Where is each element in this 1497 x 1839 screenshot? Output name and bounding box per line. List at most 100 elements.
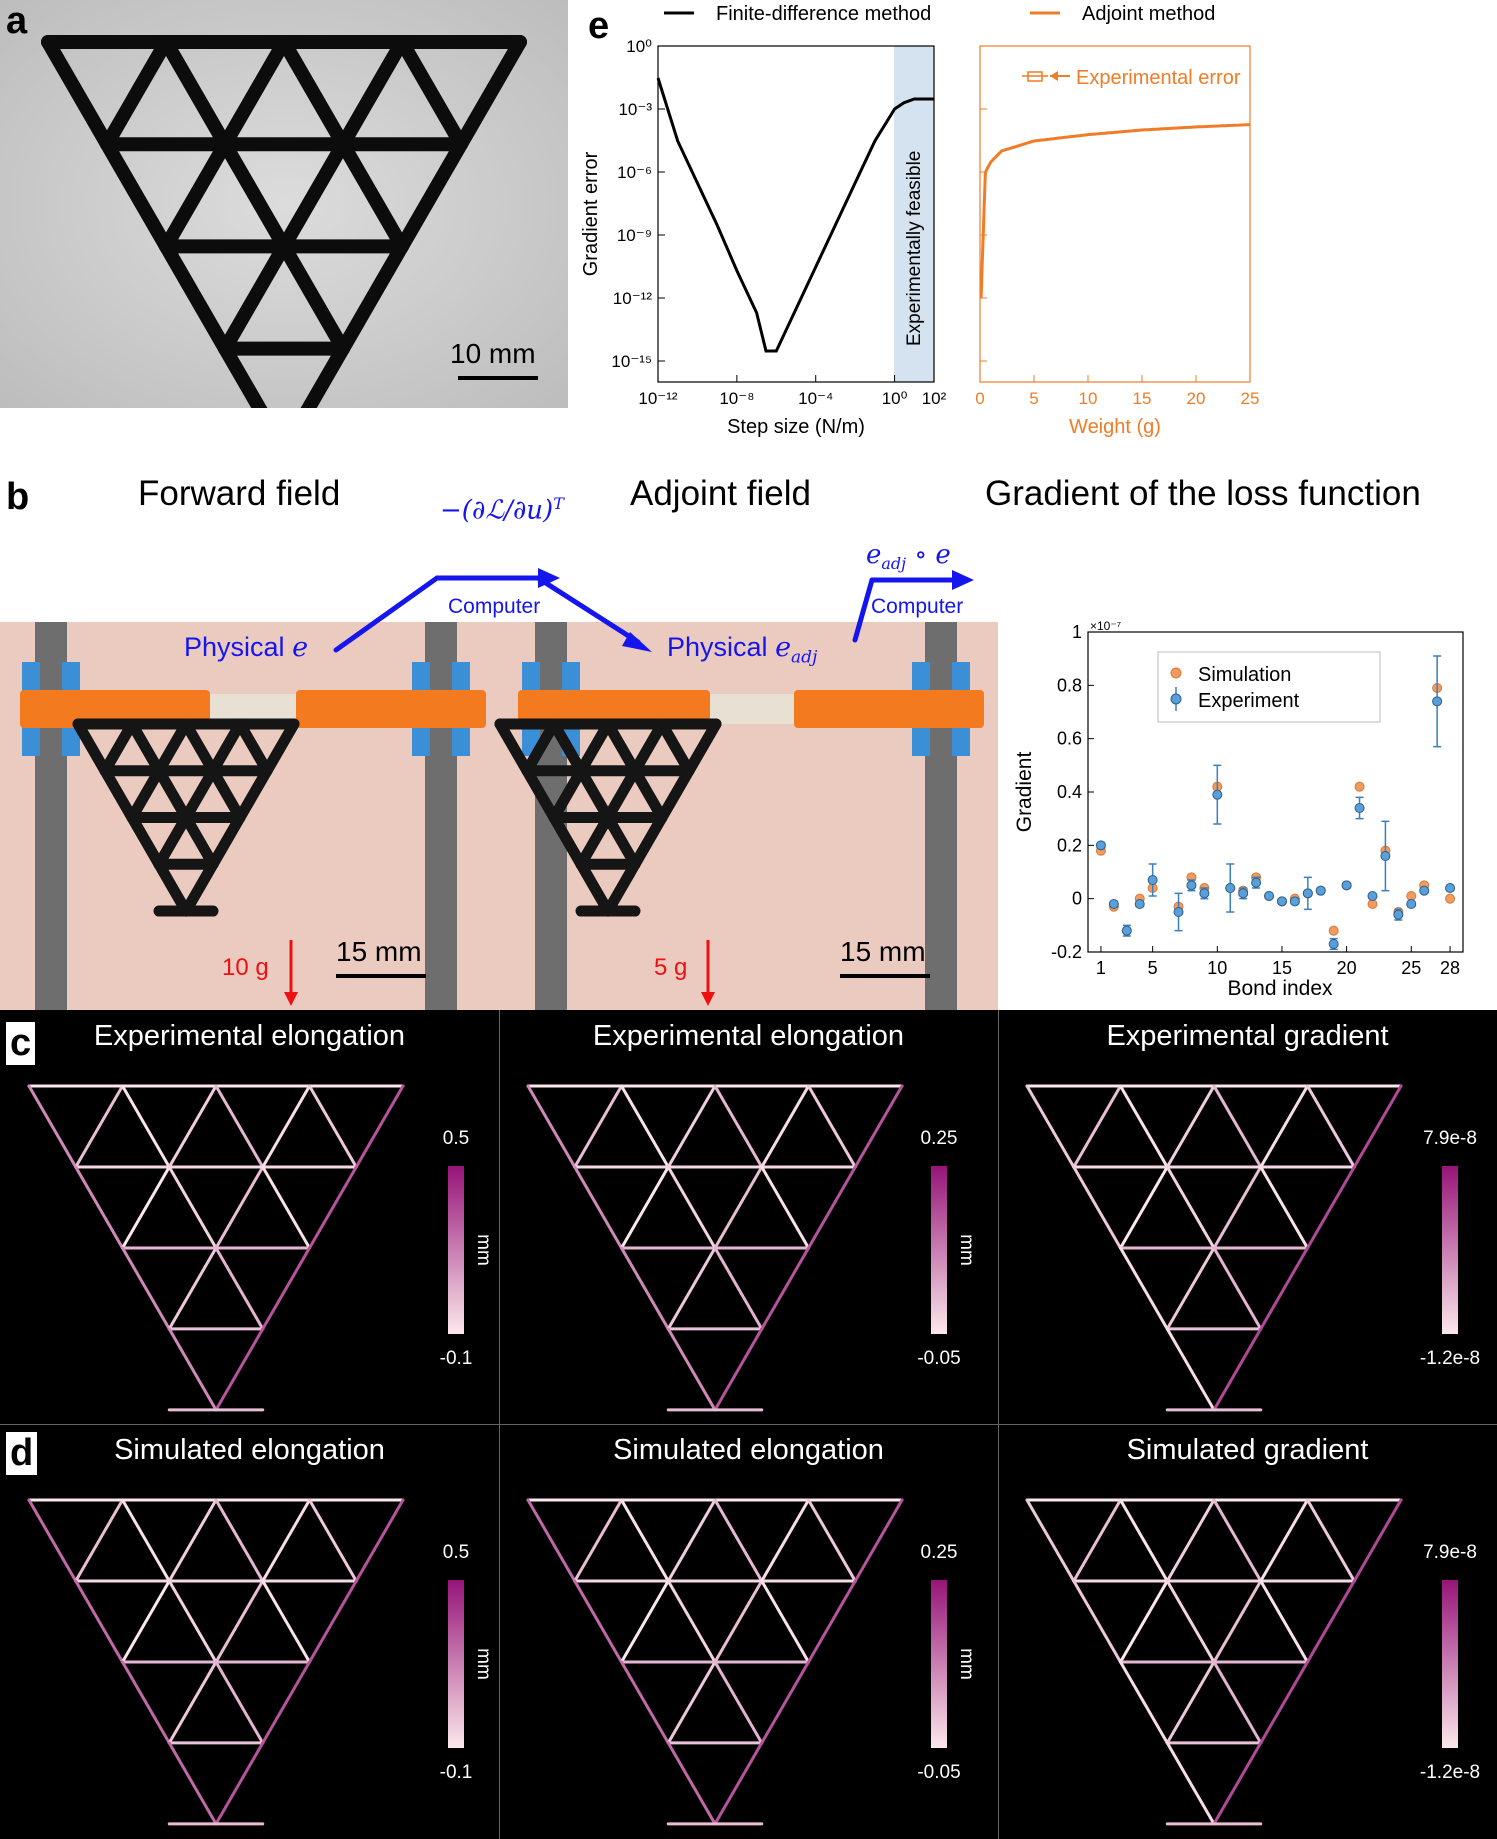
adj-xtick-label: 15 [1133, 389, 1152, 408]
lattice-bond [807, 1579, 857, 1664]
lattice-bond [666, 1741, 717, 1826]
lattice-bond [308, 1498, 358, 1583]
lattice-bond [308, 1084, 358, 1169]
colorbar [448, 1580, 464, 1748]
lattice-bond [1306, 1498, 1356, 1583]
scatter-xtick-label: 15 [1272, 958, 1292, 978]
colorbar-max: 0.5 [443, 1128, 469, 1149]
strut [336, 137, 409, 254]
lattice-bond [807, 1498, 857, 1583]
lattice-bond [74, 1165, 124, 1250]
lattice-bond [1165, 1327, 1216, 1412]
colorbar-max: 7.9e-8 [1423, 1542, 1477, 1563]
lattice-bond [666, 1327, 717, 1412]
colorbar [1442, 1580, 1458, 1748]
lattice-bond [214, 1246, 265, 1331]
lattice-bond [1072, 1579, 1122, 1664]
lattice-bond [1165, 1579, 1216, 1664]
lattice-bond [1025, 1084, 1076, 1169]
legend-adj-label: Adjoint method [1082, 3, 1215, 25]
scatter-xtick-label: 25 [1401, 958, 1421, 978]
adj-series-line [979, 123, 1251, 299]
strut [100, 35, 173, 152]
lattice-bond [167, 1660, 218, 1745]
lattice-bond [573, 1579, 623, 1664]
exp-point [1108, 899, 1119, 909]
lattice-bond [666, 1498, 717, 1583]
fd-ytick-label: 10⁻⁶ [617, 163, 652, 182]
colorbar-max: 0.25 [921, 1542, 958, 1563]
formula-dl-du-text: −(∂ℒ/∂u) [440, 495, 554, 526]
colorbar-max: 0.25 [921, 1128, 958, 1149]
lattice-bond [1072, 1084, 1122, 1169]
lattice-bond [1165, 1660, 1216, 1745]
strut [180, 718, 219, 777]
lattice-bond [620, 1084, 670, 1169]
lattice-bond [121, 1165, 171, 1250]
lattice-bond [853, 1084, 904, 1169]
lattice-bond [1352, 1498, 1403, 1583]
lattice-bond [1072, 1165, 1122, 1250]
physical-eadj-text: Physical [667, 632, 768, 662]
exp-point [1251, 877, 1262, 888]
lattice-map: 7.9e-8 -1.2e-8 [1025, 1498, 1480, 1826]
formula-dl-du: −(∂ℒ/∂u)T [440, 494, 564, 526]
strut [602, 765, 641, 824]
fd-xlabel: Step size (N/m) [727, 416, 865, 438]
lattice-bond [620, 1498, 670, 1583]
strut [180, 812, 219, 870]
adj-axis-ticks: 0 5 10 15 20 25 [975, 45, 1259, 408]
strut [126, 812, 165, 870]
lattice-bond [1072, 1498, 1122, 1583]
map-title: Experimental elongation [93, 1020, 406, 1052]
panel-label-e: e [588, 5, 610, 47]
experiment-photo-svg [0, 622, 998, 1010]
lattice-bond [526, 1498, 577, 1583]
strut [159, 137, 232, 254]
colorbar-min: -0.1 [440, 1348, 473, 1369]
lattice-bond [620, 1165, 670, 1250]
colorbar [931, 1166, 947, 1334]
physical-eadj-label: Physical eadj [667, 632, 817, 667]
exp-point [1315, 885, 1326, 896]
scale-label-b2: 15 mm [840, 936, 926, 967]
lattice-bond [620, 1579, 670, 1664]
strut [207, 812, 246, 870]
legend-fd-label: Finite-difference method [716, 3, 931, 25]
experimental-error-label: Experimental error [1076, 67, 1241, 89]
exp-point [1445, 883, 1456, 893]
colorbar-max: 0.5 [443, 1542, 469, 1563]
lattice-adjoint [494, 718, 722, 917]
strut [153, 718, 192, 777]
strut [277, 239, 350, 356]
strut [180, 765, 219, 824]
strut [575, 765, 614, 824]
lattice-bond [1352, 1084, 1403, 1169]
exp-point [1341, 880, 1352, 891]
exp-point [1199, 888, 1210, 899]
lattice-bond [1212, 1327, 1263, 1412]
lattice-bond [1212, 1498, 1263, 1583]
strut [602, 858, 641, 917]
adj-xtick-label: 0 [975, 389, 984, 408]
exp-point [1406, 899, 1417, 909]
exp-point [1225, 883, 1236, 893]
strut [494, 718, 533, 777]
legend-sim-marker [1170, 667, 1182, 679]
lattice-bond [713, 1741, 764, 1826]
strut [159, 35, 232, 152]
lattice-map: 0.5 -0.1 mm [27, 1084, 494, 1412]
strut [683, 718, 722, 777]
lattice-struts [41, 35, 527, 408]
strut [218, 137, 291, 254]
lattice-map: 0.25 -0.05 mm [526, 1084, 977, 1412]
lattice-forward [72, 718, 300, 917]
colorbar [1442, 1166, 1458, 1334]
fd-ytick-label: 10⁻³ [618, 100, 652, 119]
lattice-map: 7.9e-8 -1.2e-8 [1025, 1084, 1480, 1412]
experimental-error-marker [1022, 71, 1070, 82]
lattice-bond [167, 1084, 218, 1169]
exp-point [1212, 789, 1223, 800]
lattice-bond [1119, 1165, 1169, 1250]
lattice-bond [308, 1165, 358, 1250]
